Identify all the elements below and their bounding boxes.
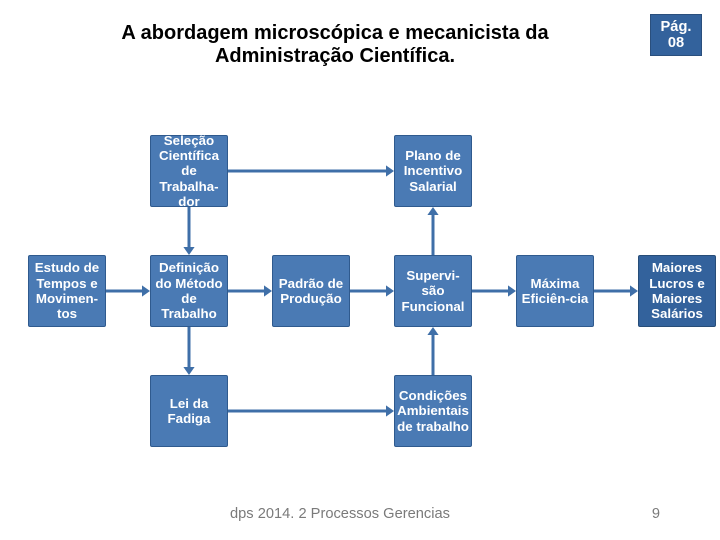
node-label: Supervi-são Funcional [399,268,467,314]
node-label: Padrão de Produção [277,276,345,307]
node-label: Estudo de Tempos e Movimen-tos [33,260,101,321]
node-supervisao: Supervi-são Funcional [394,255,472,327]
node-label: Definição do Método de Trabalho [155,260,223,321]
node-label: Máxima Eficiên-cia [521,276,589,307]
arrows-layer [0,0,720,540]
page-badge: Pág. 08 [650,14,702,56]
node-maiores: Maiores Lucros e Maiores Salários [638,255,716,327]
slide-title: A abordagem microscópica e mecanicista d… [90,22,580,68]
node-padrao: Padrão de Produção [272,255,350,327]
node-maxima: Máxima Eficiên-cia [516,255,594,327]
node-label: Lei da Fadiga [155,396,223,427]
footer-right: 9 [652,506,660,522]
footer-left: dps 2014. 2 Processos Gerencias [230,506,450,522]
node-label: Seleção Científica de Trabalha-dor [155,133,223,210]
node-plano: Plano de Incentivo Salarial [394,135,472,207]
node-fadiga: Lei da Fadiga [150,375,228,447]
node-label: Plano de Incentivo Salarial [399,148,467,194]
node-condicoes: Condições Ambientais de trabalho [394,375,472,447]
page-badge-text: Pág. 08 [661,19,692,51]
page-badge-line1: Pág. [661,19,692,35]
node-label: Maiores Lucros e Maiores Salários [643,260,711,321]
node-selecao: Seleção Científica de Trabalha-dor [150,135,228,207]
slide: A abordagem microscópica e mecanicista d… [0,0,720,540]
node-label: Condições Ambientais de trabalho [397,388,469,434]
node-definicao: Definição do Método de Trabalho [150,255,228,327]
page-badge-line2: 08 [668,35,684,51]
node-estudo: Estudo de Tempos e Movimen-tos [28,255,106,327]
